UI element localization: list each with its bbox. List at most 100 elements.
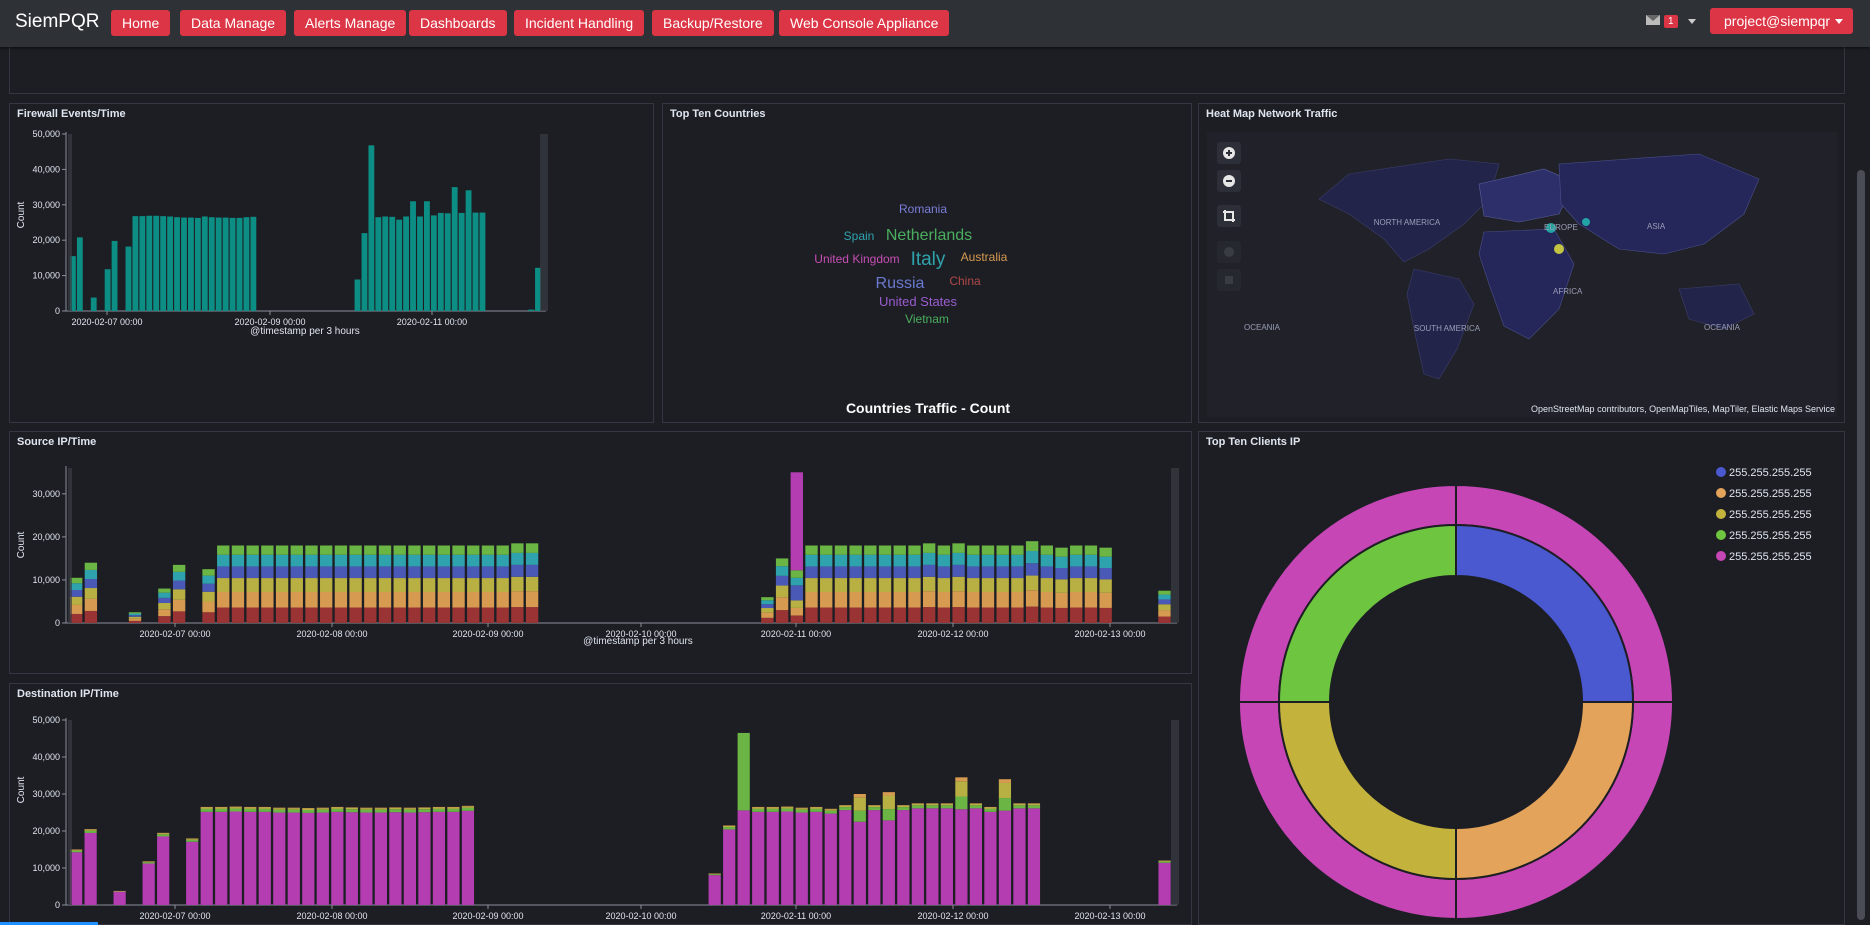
y-tick-label: 10,000 xyxy=(32,575,60,585)
source-ip-chart[interactable]: 0 10,000 20,000 30,000 2020-02-07 00:00 2020-… xyxy=(10,432,1191,673)
bar-segment xyxy=(922,552,936,565)
bar-segment xyxy=(1013,805,1026,809)
bar-segment xyxy=(157,836,170,905)
bar-segment xyxy=(172,571,186,581)
bar-segment xyxy=(967,545,980,555)
bar xyxy=(208,217,215,311)
nav-backup-restore-button[interactable]: Backup/Restore xyxy=(652,10,774,36)
nav-incident-handling-button[interactable]: Incident Handling xyxy=(514,10,645,36)
bar-segment xyxy=(1055,556,1068,568)
bar-segment xyxy=(334,592,348,608)
bar-segment xyxy=(316,809,329,813)
bar-segment xyxy=(378,592,392,608)
bar-segment xyxy=(996,554,1009,567)
bar-segment xyxy=(839,805,852,808)
bar-segment xyxy=(403,807,416,809)
bar xyxy=(167,216,174,311)
nav-data-manage-button[interactable]: Data Manage xyxy=(180,10,287,36)
bar-segment xyxy=(781,807,794,809)
bar-segment xyxy=(113,890,126,892)
zoom-in-button[interactable] xyxy=(1217,142,1241,164)
firewall-events-chart[interactable]: 0 10,000 20,000 30,000 40,000 50,000 2020-02-0… xyxy=(10,104,653,422)
bar-segment xyxy=(128,615,142,617)
bar-segment xyxy=(258,808,271,812)
continent-africa xyxy=(1478,228,1575,340)
bar-segment xyxy=(766,808,779,812)
bar-segment xyxy=(897,807,910,811)
bar-segment xyxy=(229,808,242,812)
bar-segment xyxy=(437,545,451,555)
bar-segment xyxy=(496,545,509,555)
bar-segment xyxy=(952,552,965,565)
bar-segment xyxy=(84,829,97,831)
bar-segment xyxy=(70,849,83,850)
bar-segment xyxy=(334,545,348,555)
bar-segment xyxy=(360,812,373,905)
heat-spot xyxy=(1554,244,1564,254)
bar-segment xyxy=(418,809,431,813)
bar-segment xyxy=(908,545,921,555)
bar-segment xyxy=(998,782,1012,799)
bar-segment xyxy=(795,809,808,813)
bar-segment xyxy=(432,806,446,808)
bar xyxy=(125,246,132,311)
mail-icon[interactable] xyxy=(1646,15,1660,25)
bar-segment xyxy=(1011,578,1024,592)
bar-segment xyxy=(969,803,983,804)
panel-title: Firewall Events/Time xyxy=(17,108,126,120)
bar-segment xyxy=(853,794,866,798)
bar-segment xyxy=(839,805,852,806)
bar-segment xyxy=(461,806,475,808)
bar-segment xyxy=(360,809,373,813)
map-label: SOUTH AMERICA xyxy=(1414,324,1481,333)
bar-segment xyxy=(937,578,951,592)
crop-button[interactable] xyxy=(1217,205,1241,227)
bar-segment xyxy=(1011,545,1024,555)
bar-segment xyxy=(393,554,406,567)
bar-segment xyxy=(246,545,259,555)
word-russia: Russia xyxy=(876,275,925,292)
bar xyxy=(444,213,451,311)
scrollbar-thumb[interactable] xyxy=(1857,170,1865,920)
y-tick-label: 10,000 xyxy=(32,271,60,281)
bar-segment xyxy=(849,578,862,592)
bar-segment xyxy=(893,566,906,579)
bar-segment xyxy=(1158,860,1171,862)
bar-segment xyxy=(275,566,289,579)
bar-segment xyxy=(157,833,170,835)
bar-segment xyxy=(864,554,877,567)
bar-segment xyxy=(452,545,465,555)
destination-ip-chart[interactable]: 0 10,000 20,000 30,000 40,000 50,000 2020-02-0… xyxy=(10,684,1191,924)
bar-segment xyxy=(853,821,866,905)
bar-segment xyxy=(217,607,230,623)
user-menu-button[interactable]: project@siempqr xyxy=(1710,8,1853,34)
chevron-down-icon[interactable] xyxy=(1688,19,1696,24)
bar-segment xyxy=(834,566,848,579)
world-map[interactable]: NORTH AMERICA EUROPE ASIA AFRICA SOUTH A… xyxy=(1199,104,1844,422)
bar-segment xyxy=(452,554,465,567)
bar-segment xyxy=(422,578,436,592)
bar-segment xyxy=(305,592,318,608)
bar xyxy=(229,217,236,311)
bar-segment xyxy=(1158,616,1171,623)
zoom-out-button[interactable] xyxy=(1217,170,1241,192)
bar-segment xyxy=(408,554,421,567)
clients-donut-chart[interactable]: 255.255.255.255 255.255.255.255 255.255.25… xyxy=(1199,432,1844,924)
bar-segment xyxy=(200,806,213,808)
nav-home-button[interactable]: Home xyxy=(111,10,171,36)
bar-segment xyxy=(202,569,215,576)
brand-logo[interactable]: SiemPQR xyxy=(15,11,100,32)
bar-segment xyxy=(911,808,924,905)
bar-segment xyxy=(922,543,936,553)
bar-segment xyxy=(231,607,245,623)
nav-alerts-manage-button[interactable]: Alerts Manage xyxy=(294,10,407,36)
x-tick-label: 2020-02-11 00:00 xyxy=(761,911,831,921)
bar-segment xyxy=(922,591,936,608)
bar xyxy=(424,201,430,311)
nav-dashboards-button[interactable]: Dashboards xyxy=(409,10,507,36)
bar-segment xyxy=(1055,607,1068,623)
nav-web-console-button[interactable]: Web Console Appliance xyxy=(779,10,950,36)
bar-segment xyxy=(775,558,789,567)
bar-segment xyxy=(897,805,910,806)
bar-segment xyxy=(864,566,877,579)
